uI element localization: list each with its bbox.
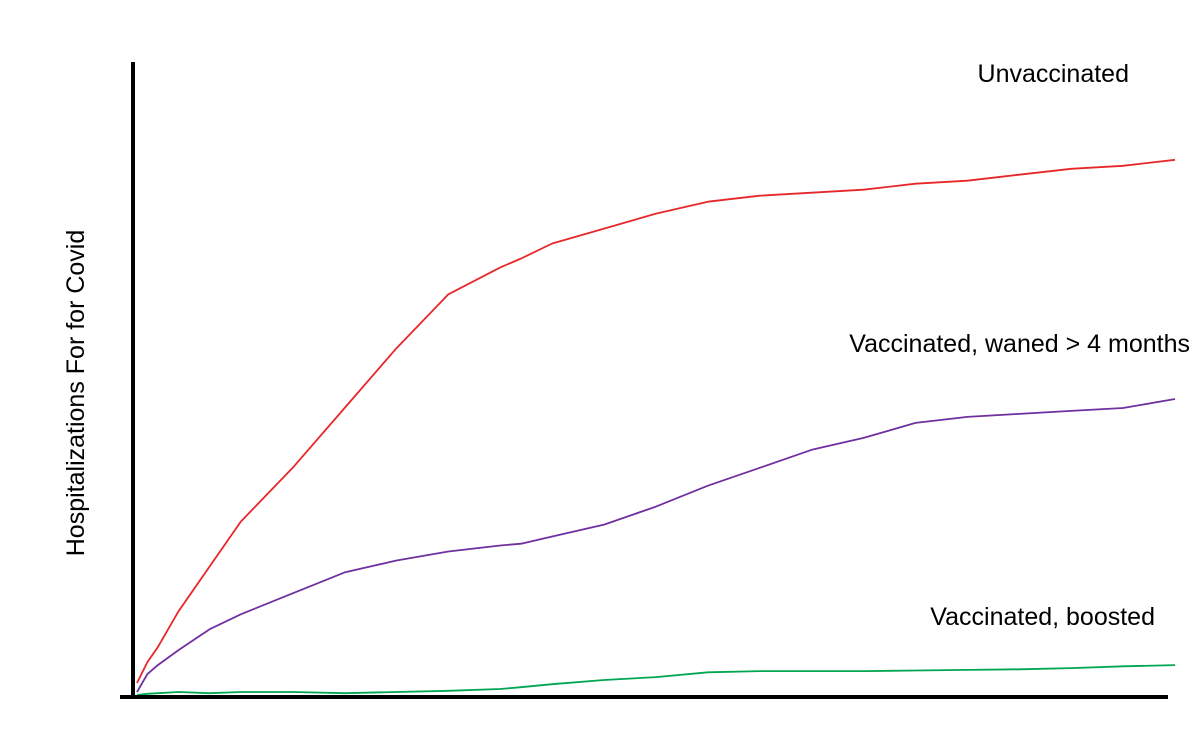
series-layer <box>136 158 1176 696</box>
series-label-vaccinated-waned: Vaccinated, waned > 4 months <box>849 330 1190 358</box>
series-line-vaccinated-boosted <box>136 664 1176 696</box>
series-label-unvaccinated: Unvaccinated <box>978 60 1129 88</box>
series-label-vaccinated-boosted: Vaccinated, boosted <box>930 603 1155 631</box>
series-line-unvaccinated <box>136 158 1176 684</box>
y-axis-title: Hospitalizations For for Covid <box>62 230 90 557</box>
series-line-vaccinated-waned-4-months <box>136 398 1176 693</box>
